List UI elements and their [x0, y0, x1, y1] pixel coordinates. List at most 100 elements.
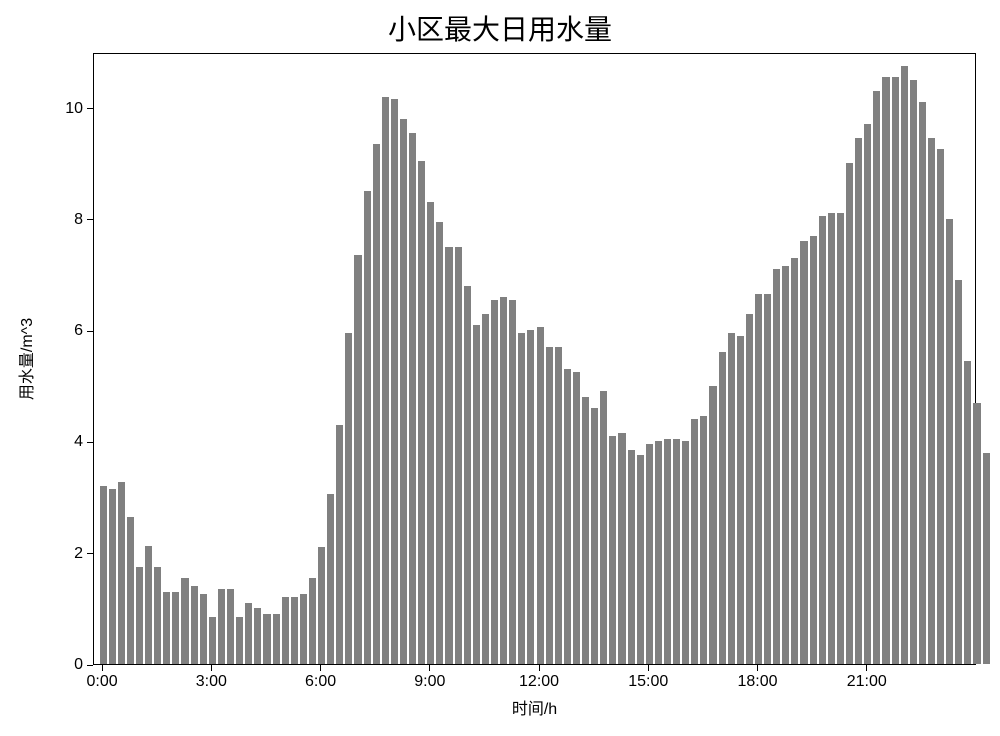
plot-area [93, 53, 976, 665]
xtick-label: 0:00 [87, 673, 118, 691]
bar [691, 419, 698, 664]
bar [445, 247, 452, 664]
bar [764, 294, 771, 664]
xtick-label: 12:00 [519, 673, 559, 691]
bar [591, 408, 598, 664]
xtick-label: 21:00 [847, 673, 887, 691]
ytick-mark [87, 665, 93, 666]
bar [336, 425, 343, 664]
bar [509, 300, 516, 664]
bar [973, 403, 980, 664]
bar [273, 614, 280, 664]
bar [136, 567, 143, 664]
bar [118, 482, 125, 664]
bar [964, 361, 971, 664]
bar [382, 97, 389, 664]
bar [127, 517, 134, 664]
xtick-label: 3:00 [196, 673, 227, 691]
bar [436, 222, 443, 664]
bar [391, 99, 398, 664]
bar [500, 297, 507, 664]
bar [664, 439, 671, 664]
bar [855, 138, 862, 664]
bar [527, 330, 534, 664]
bar [846, 163, 853, 664]
bar [418, 161, 425, 665]
bar [755, 294, 762, 664]
xtick-mark [866, 665, 867, 671]
bar [254, 608, 261, 664]
bar [227, 589, 234, 664]
ytick-label: 0 [43, 656, 83, 674]
bar [245, 603, 252, 664]
bar [455, 247, 462, 664]
bar [728, 333, 735, 664]
bar [154, 567, 161, 664]
bar [100, 486, 107, 664]
bar [928, 138, 935, 664]
bar [409, 133, 416, 664]
ytick-mark [87, 442, 93, 443]
bar [737, 336, 744, 664]
bar [864, 124, 871, 664]
bar [582, 397, 589, 664]
bar [537, 327, 544, 664]
bar [628, 450, 635, 664]
bar [200, 594, 207, 664]
chart-title: 小区最大日用水量 [0, 8, 1000, 48]
bar [910, 80, 917, 664]
bar [300, 594, 307, 664]
bar [800, 241, 807, 664]
bar [828, 213, 835, 664]
bar [955, 280, 962, 664]
bar [464, 286, 471, 664]
bar [400, 119, 407, 664]
bar [983, 453, 990, 664]
xtick-mark [757, 665, 758, 671]
bar [354, 255, 361, 664]
bar [427, 202, 434, 664]
xtick-mark [320, 665, 321, 671]
xtick-label: 6:00 [305, 673, 336, 691]
bar [810, 236, 817, 664]
xtick-mark [648, 665, 649, 671]
bar [564, 369, 571, 664]
bar [473, 325, 480, 664]
ytick-label: 6 [43, 322, 83, 340]
bar [682, 441, 689, 664]
bar [263, 614, 270, 664]
bar [919, 102, 926, 664]
bar [282, 597, 289, 664]
bar [172, 592, 179, 664]
bar [109, 489, 116, 664]
bar [163, 592, 170, 664]
bar [873, 91, 880, 664]
bar [673, 439, 680, 664]
bar [773, 269, 780, 664]
xtick-label: 18:00 [737, 673, 777, 691]
bar [573, 372, 580, 664]
bar [518, 333, 525, 664]
bar [291, 597, 298, 664]
bar [555, 347, 562, 664]
xtick-mark [429, 665, 430, 671]
bars-container [94, 54, 975, 664]
bar [482, 314, 489, 665]
bar [145, 546, 152, 664]
ytick-label: 8 [43, 211, 83, 229]
bar [181, 578, 188, 664]
bar [637, 455, 644, 664]
bar [345, 333, 352, 664]
xtick-mark [211, 665, 212, 671]
bar [373, 144, 380, 664]
ytick-mark [87, 553, 93, 554]
bar [937, 149, 944, 664]
bar [746, 314, 753, 665]
bar [655, 441, 662, 664]
ytick-mark [87, 108, 93, 109]
bar [719, 352, 726, 664]
xtick-label: 9:00 [414, 673, 445, 691]
bar [892, 77, 899, 664]
bar [618, 433, 625, 664]
bar [609, 436, 616, 664]
